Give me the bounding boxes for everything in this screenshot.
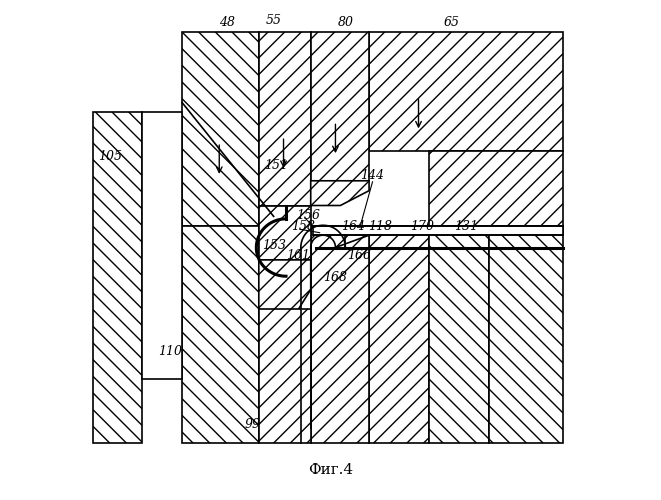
Polygon shape	[259, 310, 311, 443]
Text: 105: 105	[98, 150, 122, 162]
Text: 153: 153	[262, 238, 286, 252]
Text: 158: 158	[292, 220, 315, 233]
FancyBboxPatch shape	[313, 226, 563, 235]
Text: 80: 80	[337, 16, 354, 29]
Text: 99: 99	[245, 418, 260, 430]
Text: 156: 156	[296, 209, 320, 222]
Bar	[141, 112, 182, 378]
Polygon shape	[488, 226, 563, 443]
Text: 151: 151	[264, 160, 288, 172]
Polygon shape	[430, 151, 563, 226]
Text: 131: 131	[455, 220, 479, 233]
Polygon shape	[369, 226, 430, 443]
Text: 170: 170	[410, 220, 434, 233]
Polygon shape	[259, 206, 311, 260]
Polygon shape	[259, 32, 311, 206]
Text: 55: 55	[266, 14, 282, 26]
Text: 168: 168	[323, 270, 348, 283]
Text: 110: 110	[158, 345, 182, 358]
Text: 144: 144	[360, 170, 385, 182]
Text: 65: 65	[444, 16, 459, 29]
Text: 164: 164	[341, 220, 365, 233]
Polygon shape	[369, 32, 563, 151]
Polygon shape	[430, 226, 488, 443]
Text: Фиг.4: Фиг.4	[308, 463, 353, 477]
Polygon shape	[182, 32, 259, 226]
Polygon shape	[93, 112, 141, 443]
Text: 118: 118	[368, 220, 392, 233]
Polygon shape	[311, 32, 369, 181]
Text: 166: 166	[347, 250, 371, 262]
Polygon shape	[311, 226, 369, 443]
Text: 48: 48	[219, 16, 235, 29]
Polygon shape	[259, 260, 311, 319]
Text: 161: 161	[286, 250, 311, 262]
Polygon shape	[182, 226, 259, 443]
Polygon shape	[311, 181, 369, 206]
